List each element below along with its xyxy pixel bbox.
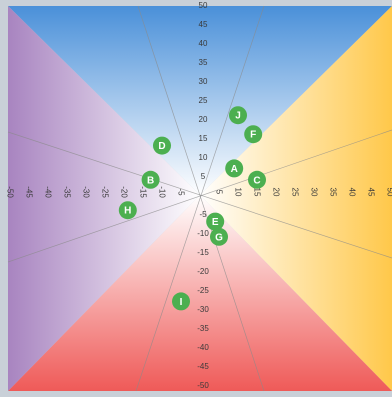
- point-marker-label: F: [250, 130, 256, 141]
- x-tick-label: -30: [82, 186, 91, 198]
- x-tick-label: -45: [25, 186, 34, 198]
- x-tick-label: -20: [120, 186, 129, 198]
- point-marker-h: H: [118, 201, 137, 220]
- y-tick-label: -20: [197, 267, 209, 276]
- y-tick-label: 40: [199, 39, 208, 48]
- y-tick-label: 50: [199, 1, 208, 10]
- y-tick-label: -45: [197, 362, 209, 371]
- region-right: [200, 6, 392, 391]
- y-tick-label: 15: [199, 134, 208, 143]
- x-tick-label: 25: [291, 188, 300, 197]
- guide-line-steep-b: [135, 5, 265, 392]
- guide-line-shallow-a: [7, 131, 392, 259]
- y-tick-label: 10: [199, 153, 208, 162]
- x-tick-label: -5: [177, 188, 186, 196]
- x-tick-label: -40: [44, 186, 53, 198]
- y-tick-label: 20: [199, 115, 208, 124]
- x-tick-label: 35: [329, 188, 338, 197]
- point-marker-a: A: [225, 159, 244, 178]
- x-tick-label: -25: [101, 186, 110, 198]
- point-marker-g: G: [210, 227, 228, 246]
- x-tick-label: 15: [253, 188, 262, 197]
- point-marker-label: D: [158, 141, 165, 152]
- point-marker-circle: [229, 106, 247, 125]
- y-tick-label: 5: [201, 172, 206, 181]
- point-markers: A B C D E F G H I J: [118, 106, 266, 311]
- x-axis-tick-labels: -50 -45 -40 -35 -30 -25 -20 -15 -10 -5 5 10 15 20 25 30…: [6, 186, 392, 198]
- point-marker-circle: [172, 292, 190, 311]
- region-bottom: [8, 195, 392, 391]
- point-marker-circle: [225, 159, 244, 178]
- point-marker-label: J: [235, 111, 241, 122]
- point-marker-i: I: [172, 292, 190, 311]
- y-tick-label: -30: [197, 305, 209, 314]
- y-tick-label: -15: [197, 248, 209, 257]
- x-tick-label: 20: [272, 188, 281, 197]
- y-tick-label: -35: [197, 324, 209, 333]
- region-left: [8, 6, 200, 391]
- y-tick-label: 25: [199, 96, 208, 105]
- x-tick-label: 5: [215, 190, 224, 195]
- y-tick-label: -50: [197, 381, 209, 390]
- point-marker-j: J: [229, 106, 247, 125]
- point-marker-circle: [141, 170, 160, 189]
- point-marker-circle: [153, 136, 171, 155]
- y-tick-label: -40: [197, 343, 209, 352]
- y-tick-label: 45: [199, 20, 208, 29]
- y-axis-tick-labels: 50 45 40 35 30 25 20 15 10 5 -5 -10 -15 -20 -25 -30 -35 -…: [197, 1, 209, 390]
- point-marker-label: I: [180, 297, 183, 308]
- region-top: [8, 6, 392, 195]
- x-tick-label: -10: [158, 186, 167, 198]
- point-marker-label: G: [215, 232, 223, 243]
- point-marker-c: C: [248, 170, 266, 189]
- x-tick-label: 40: [348, 188, 357, 197]
- x-tick-label: 30: [310, 188, 319, 197]
- point-marker-circle: [210, 227, 228, 246]
- x-tick-label: -35: [63, 186, 72, 198]
- x-tick-label: 10: [234, 188, 243, 197]
- point-marker-f: F: [244, 125, 263, 144]
- y-tick-label: 30: [199, 77, 208, 86]
- x-tick-label: -15: [139, 186, 148, 198]
- point-marker-d: D: [153, 136, 171, 155]
- y-tick-label: 35: [199, 58, 208, 67]
- guide-line-shallow-b: [7, 129, 392, 263]
- point-marker-b: B: [141, 170, 160, 189]
- point-marker-label: E: [212, 217, 219, 228]
- guide-lines: [7, 5, 392, 392]
- x-tick-label: 50: [386, 188, 392, 197]
- y-tick-label: -5: [199, 210, 207, 219]
- x-tick-label: 45: [367, 188, 376, 197]
- point-marker-circle: [244, 125, 263, 144]
- point-marker-circle: [206, 212, 225, 231]
- y-tick-label: -25: [197, 286, 209, 295]
- point-marker-circle: [118, 201, 137, 220]
- guide-line-steep-a: [137, 5, 265, 392]
- point-marker-label: C: [253, 175, 260, 186]
- y-tick-label: -10: [197, 229, 209, 238]
- x-tick-label: -50: [6, 186, 15, 198]
- point-marker-label: H: [124, 206, 131, 217]
- point-marker-label: A: [231, 164, 238, 175]
- point-marker-label: B: [147, 175, 154, 186]
- point-marker-e: E: [206, 212, 225, 231]
- point-marker-circle: [248, 170, 266, 189]
